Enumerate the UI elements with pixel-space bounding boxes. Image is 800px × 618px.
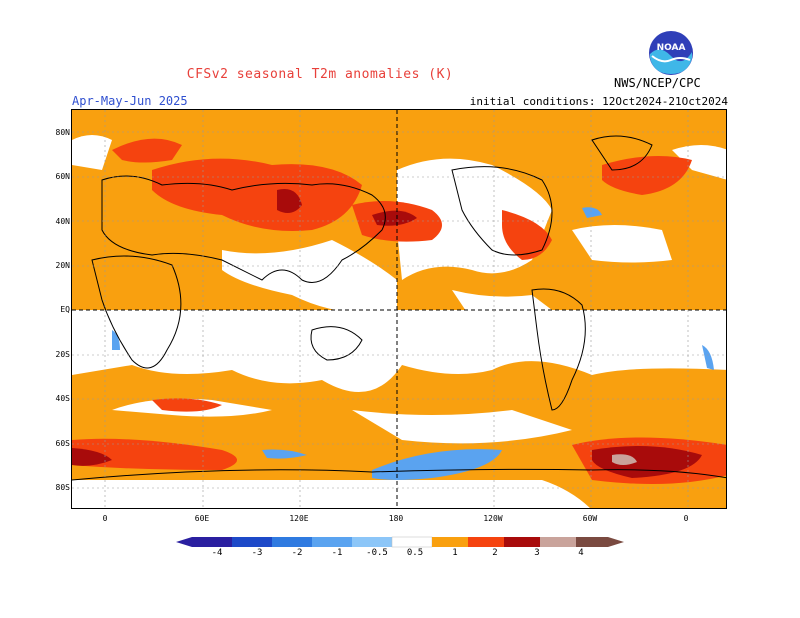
legend-swatch-neg2 bbox=[272, 537, 312, 547]
legend-swatch-pos2 bbox=[504, 537, 540, 547]
lon-label-60w: 60W bbox=[582, 514, 598, 523]
lat-label-60n: 60N bbox=[55, 172, 70, 181]
legend-label-neg4: -4 bbox=[211, 548, 223, 558]
lat-label-80s: 80S bbox=[55, 483, 70, 492]
lon-label-0: 0 bbox=[102, 514, 108, 523]
anomaly-map bbox=[71, 109, 727, 509]
lon-label-120e: 120E bbox=[289, 514, 309, 523]
initial-conditions: initial conditions: 12Oct2024-21Oct2024 bbox=[469, 95, 728, 108]
warm-anomaly-regions bbox=[72, 138, 726, 484]
legend-swatch-pos4 bbox=[576, 537, 608, 547]
legend-swatch-neg3 bbox=[232, 537, 272, 547]
legend-label-neg05: -0.5 bbox=[366, 548, 388, 558]
lat-label-40s: 40S bbox=[55, 394, 70, 403]
noaa-logo: NOAA bbox=[648, 30, 694, 76]
legend-swatch-neg4 bbox=[192, 537, 232, 547]
extreme-anomaly-region bbox=[612, 454, 637, 465]
lat-label-40n: 40N bbox=[55, 217, 70, 226]
forecast-period: Apr-May-Jun 2025 bbox=[72, 94, 188, 108]
legend-label-pos4: 4 bbox=[578, 548, 584, 558]
legend-label-neg1: -1 bbox=[331, 548, 343, 558]
grid-lines bbox=[72, 110, 726, 508]
cool-anomaly-regions bbox=[112, 207, 714, 480]
legend-arrow-right bbox=[608, 537, 624, 547]
legend-swatch-zero bbox=[391, 536, 433, 548]
lat-label-20s: 20S bbox=[55, 350, 70, 359]
legend-swatch-neg1 bbox=[312, 537, 352, 547]
lon-label-180: 180 bbox=[388, 514, 404, 523]
legend-swatch-pos1 bbox=[468, 537, 504, 547]
org-label: NWS/NCEP/CPC bbox=[614, 76, 701, 90]
legend-label-neg2: -2 bbox=[291, 548, 303, 558]
lat-label-20n: 20N bbox=[55, 261, 70, 270]
logo-text: NOAA bbox=[657, 43, 686, 53]
lon-label-0-east: 0 bbox=[683, 514, 689, 523]
lon-label-60e: 60E bbox=[194, 514, 210, 523]
near-zero-regions bbox=[72, 135, 726, 508]
lon-label-120w: 120W bbox=[483, 514, 503, 523]
legend-label-neg3: -3 bbox=[251, 548, 263, 558]
lat-label-80n: 80N bbox=[55, 128, 70, 137]
legend-label-pos2: 2 bbox=[492, 548, 498, 558]
map-title: CFSv2 seasonal T2m anomalies (K) bbox=[186, 67, 454, 82]
legend-label-pos1: 1 bbox=[452, 548, 458, 558]
legend-swatch-pos05 bbox=[432, 537, 468, 547]
legend-swatch-neg05 bbox=[352, 537, 392, 547]
legend-label-pos05: 0.5 bbox=[406, 548, 424, 558]
lat-label-eq: EQ bbox=[60, 305, 70, 314]
legend-arrow-left bbox=[176, 537, 192, 547]
color-legend bbox=[176, 534, 626, 564]
legend-label-pos3: 3 bbox=[534, 548, 540, 558]
lat-label-60s: 60S bbox=[55, 439, 70, 448]
legend-swatch-pos3 bbox=[540, 537, 576, 547]
